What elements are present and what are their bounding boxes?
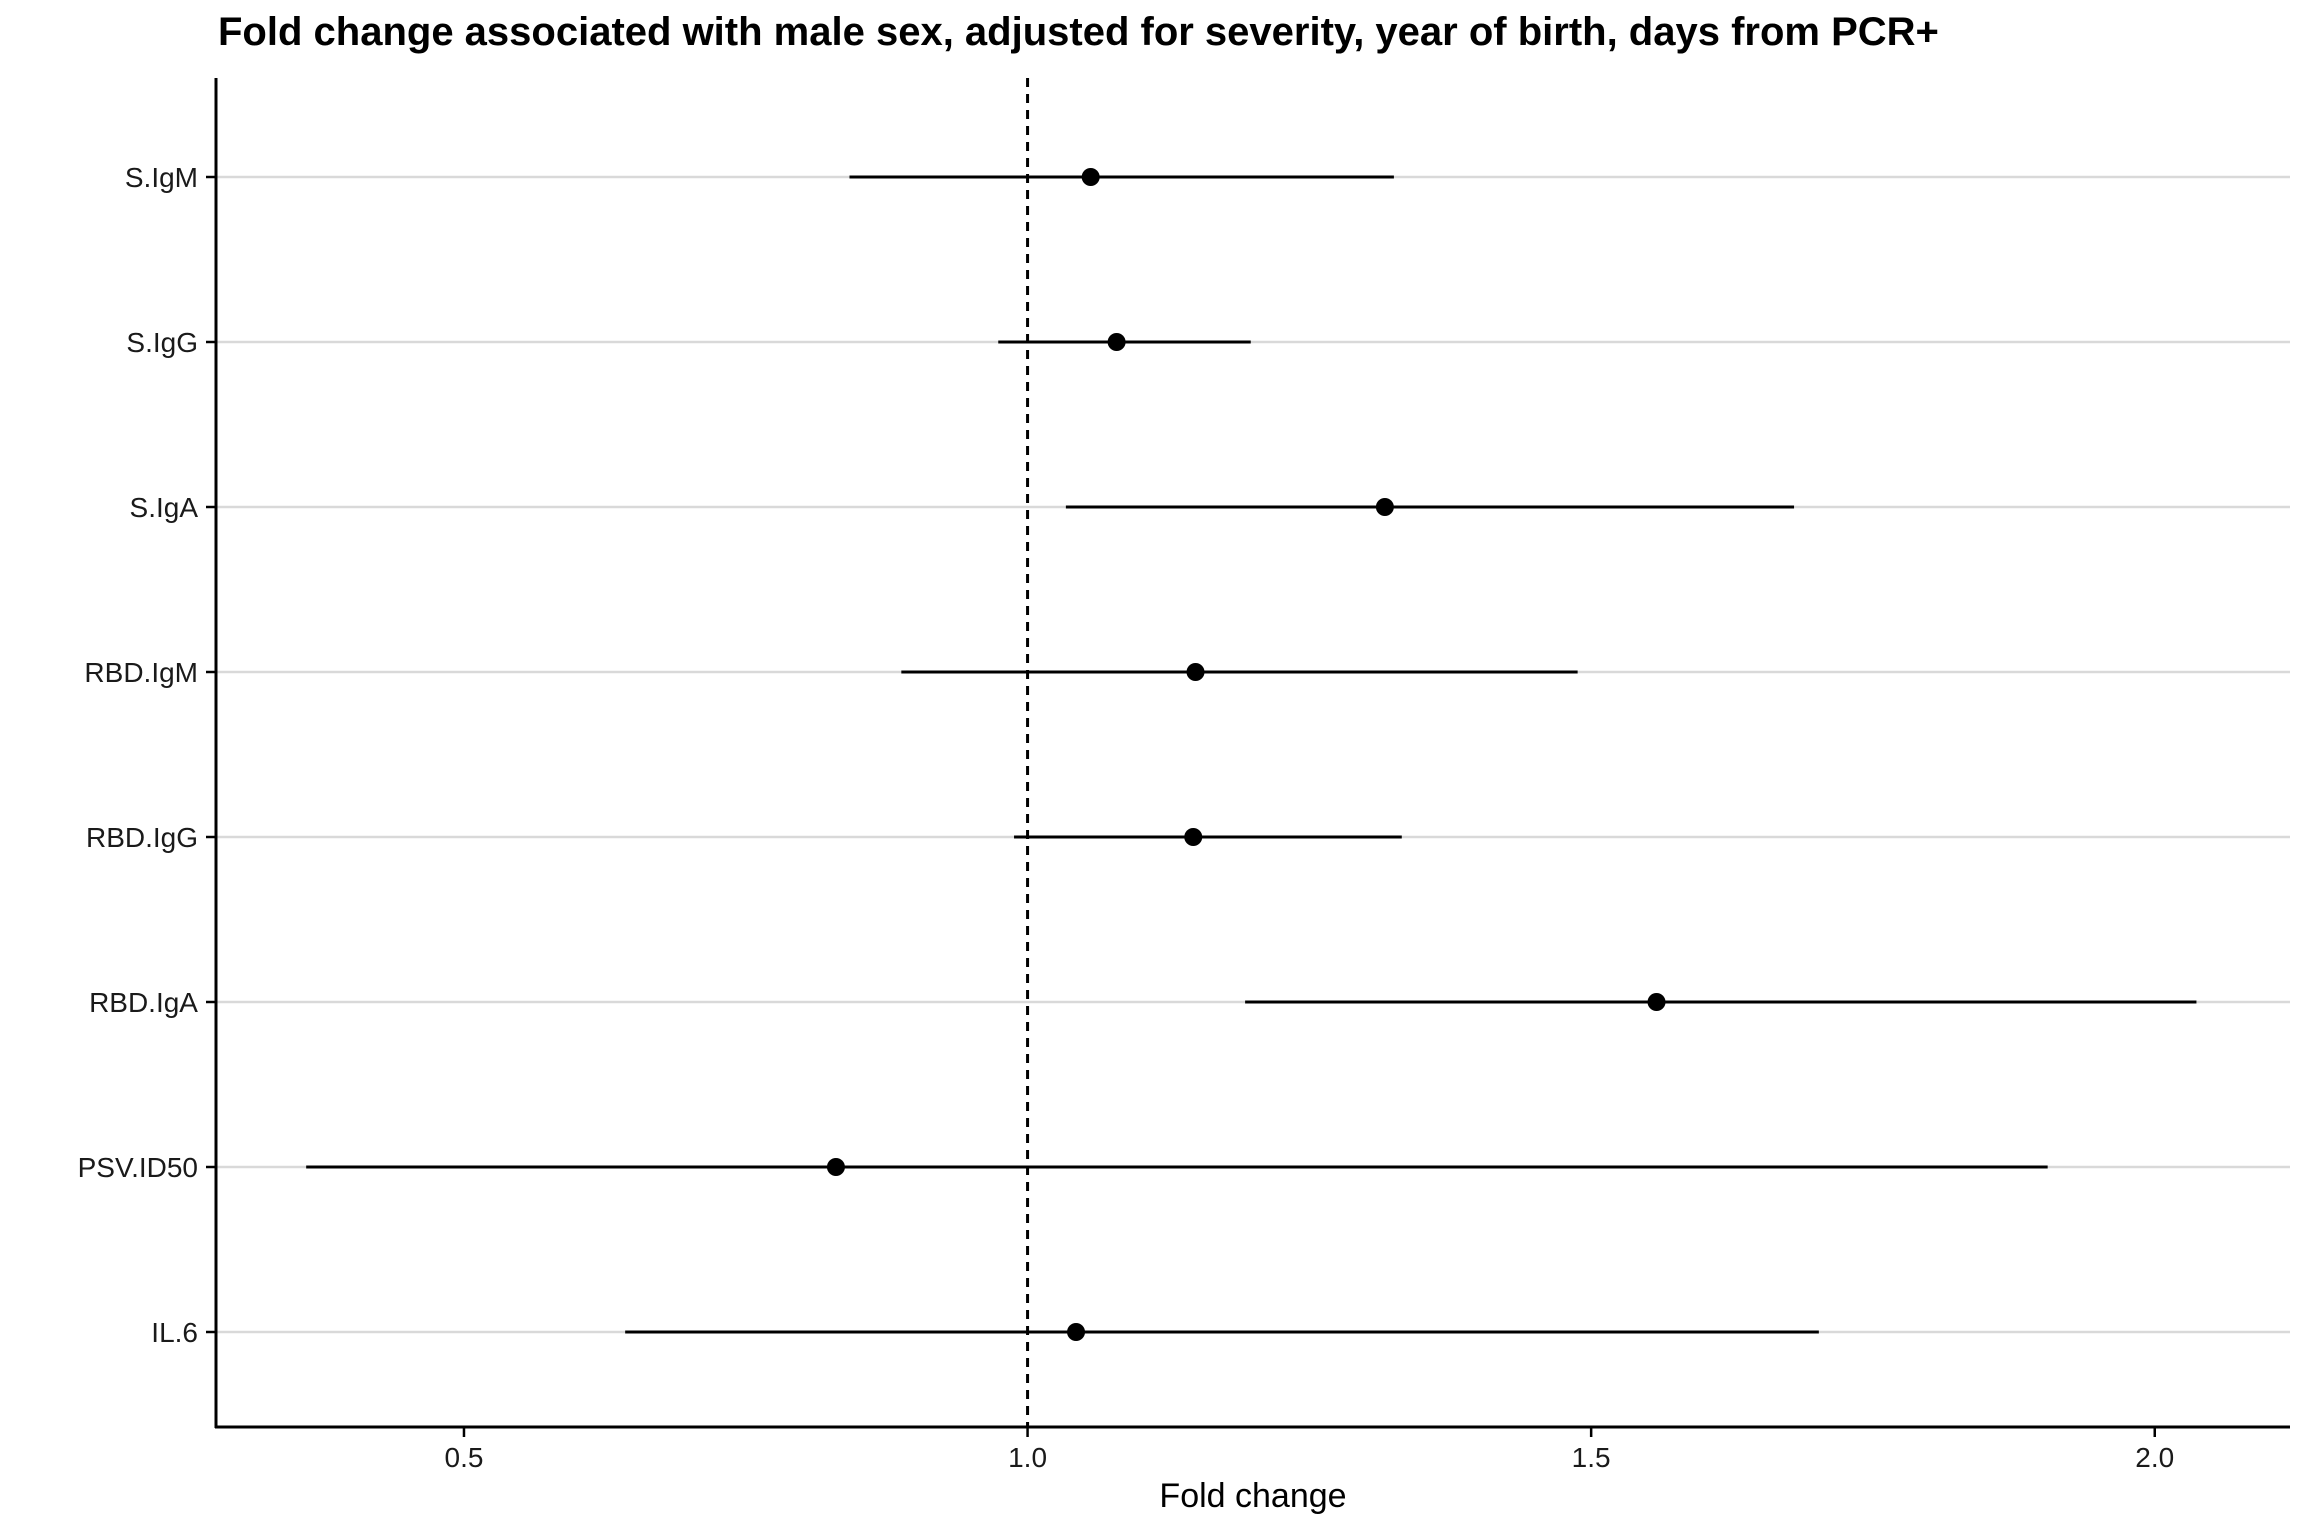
y-tick-label: PSV.ID50 bbox=[78, 1152, 198, 1183]
point-estimate-rbd-igm bbox=[1186, 663, 1205, 681]
point-estimate-s-igg bbox=[1107, 333, 1126, 351]
y-tick-label: RBD.IgM bbox=[84, 657, 198, 688]
y-tick-label: IL.6 bbox=[151, 1317, 198, 1348]
y-axis: S.IgM S.IgG S.IgA RBD.IgM RBD.IgG RBD.IgA PSV.… bbox=[78, 78, 218, 1428]
x-tick-label: 2.0 bbox=[2135, 1442, 2174, 1473]
y-tick-label: S.IgG bbox=[126, 327, 198, 358]
y-tick-label: RBD.IgA bbox=[89, 987, 198, 1018]
x-axis: 0.5 1.0 1.5 2.0 bbox=[215, 1425, 2290, 1473]
point-estimate-s-igm bbox=[1081, 168, 1100, 186]
point-estimate-psv-id50 bbox=[826, 1158, 845, 1176]
point-estimate-rbd-iga bbox=[1647, 993, 1666, 1011]
y-tick-label: S.IgM bbox=[125, 162, 198, 193]
gridlines bbox=[216, 175, 2290, 1334]
y-tick-label: RBD.IgG bbox=[86, 822, 198, 853]
x-tick-label: 0.5 bbox=[445, 1442, 484, 1473]
confidence-intervals bbox=[306, 175, 2197, 1334]
point-estimate-s-iga bbox=[1375, 498, 1394, 516]
y-tick-label: S.IgA bbox=[130, 492, 199, 523]
chart-title: Fold change associated with male sex, ad… bbox=[218, 10, 1939, 54]
point-estimate-il-6 bbox=[1067, 1323, 1086, 1341]
x-axis-title: Fold change bbox=[1159, 1477, 1346, 1515]
x-tick-label: 1.0 bbox=[1008, 1442, 1047, 1473]
x-tick-label: 1.5 bbox=[1572, 1442, 1611, 1473]
point-estimate-rbd-igg bbox=[1184, 828, 1203, 846]
point-estimates bbox=[826, 168, 1666, 1341]
